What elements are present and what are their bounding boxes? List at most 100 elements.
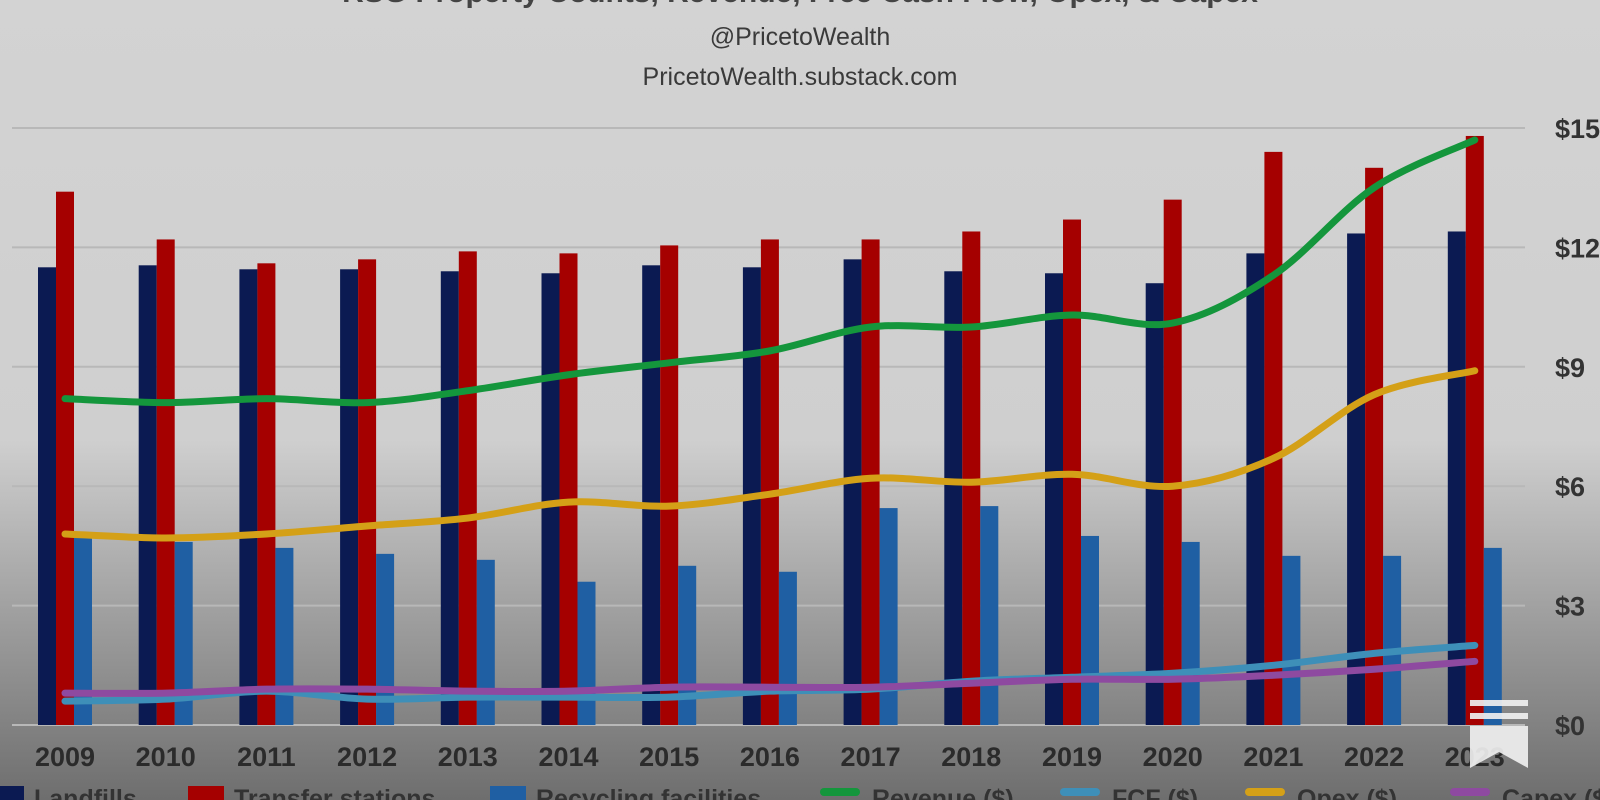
- x-tick-label: 2022: [1344, 742, 1404, 772]
- bar-transfer-stations-2023: [1465, 135, 1484, 725]
- bar-transfer-stations-2018: [962, 231, 981, 726]
- x-tick-label: 2011: [237, 742, 296, 772]
- x-tick-label: 2013: [438, 742, 498, 772]
- bar-recycling-facilities-2023: [1483, 547, 1502, 725]
- legend-swatch: [820, 788, 860, 796]
- bar-landfills-2023: [1447, 231, 1466, 726]
- legend-swatch: [1450, 788, 1490, 796]
- x-tick-label: 2020: [1143, 742, 1203, 772]
- x-tick-label: 2012: [337, 742, 397, 772]
- x-tick-label: 2018: [941, 742, 1001, 772]
- bar-recycling-facilities-2022: [1383, 555, 1402, 725]
- legend-swatch: [188, 786, 224, 800]
- line-revenue: [61, 136, 1479, 407]
- chart-subtitle-handle: @PricetoWealth: [710, 23, 891, 51]
- chart-titles: RSG Property Counts, Revenue, Free Cash …: [342, 0, 1258, 91]
- legend-label: Revenue ($): [872, 785, 1014, 800]
- bar-transfer-stations-2009: [56, 191, 74, 725]
- legend-item: Recycling facilities: [490, 785, 761, 800]
- legend-item: Opex ($): [1245, 785, 1397, 800]
- x-tick-label: 2019: [1042, 742, 1102, 772]
- y-tick-label: $0: [1555, 711, 1585, 741]
- legend-label: FCF ($): [1112, 785, 1198, 800]
- bar-recycling-facilities-2014: [577, 581, 596, 725]
- y-tick-label: $15: [1555, 114, 1600, 144]
- x-axis-ticks: 2009 2010 2011 2012 2013 2014 2015 2016 2017 2018…: [35, 742, 1505, 772]
- bar-landfills-2013: [440, 271, 459, 725]
- bar-recycling-facilities-2017: [879, 508, 898, 725]
- x-tick-label: 2009: [35, 742, 95, 772]
- bar-recycling-facilities-2019: [1081, 535, 1099, 725]
- legend-swatch: [0, 786, 24, 800]
- bar-transfer-stations-2016: [760, 239, 779, 725]
- bar-transfer-stations-2011: [257, 263, 276, 725]
- bar-recycling-facilities-2020: [1181, 541, 1200, 725]
- legend-item: Capex ($): [1450, 785, 1600, 800]
- x-tick-label: 2021: [1243, 742, 1303, 772]
- x-tick-label: 2017: [841, 742, 901, 772]
- bar-landfills-2018: [944, 271, 963, 725]
- y-axis-ticks: $0 $3 $6 $9 $12 $15: [1555, 114, 1600, 741]
- bar-recycling-facilities-2018: [980, 506, 999, 725]
- legend-item: FCF ($): [1060, 785, 1198, 800]
- legend-swatch: [490, 786, 526, 800]
- x-tick-label: 2016: [740, 742, 800, 772]
- bar-transfer-stations-2020: [1163, 199, 1182, 725]
- legend-label: Capex ($): [1502, 785, 1600, 800]
- legend: Landfills Transfer stations Recycling faci…: [0, 785, 1600, 800]
- bar-transfer-stations-2021: [1264, 151, 1283, 725]
- chart-title: RSG Property Counts, Revenue, Free Cash …: [342, 0, 1258, 9]
- bar-transfer-stations-2012: [358, 259, 377, 725]
- chart-subtitle-site: PricetoWealth.substack.com: [643, 63, 958, 91]
- line-capex: [61, 657, 1479, 697]
- bar-landfills-2019: [1045, 273, 1063, 725]
- bar-landfills-2009: [38, 267, 56, 725]
- y-tick-label: $12: [1555, 233, 1600, 263]
- bar-transfer-stations-2013: [458, 251, 477, 725]
- x-tick-label: 2010: [136, 742, 196, 772]
- bar-recycling-facilities-2013: [476, 559, 495, 725]
- bar-landfills-2017: [843, 259, 862, 725]
- legend-label: Landfills: [34, 785, 137, 800]
- bar-recycling-facilities-2010: [174, 541, 193, 725]
- bar-transfer-stations-2022: [1365, 167, 1384, 726]
- line-series: [61, 136, 1479, 705]
- legend-swatch: [1245, 788, 1285, 796]
- bar-recycling-facilities-2012: [376, 553, 395, 725]
- bar-transfer-stations-2017: [861, 239, 880, 725]
- x-tick-label: 2015: [639, 742, 699, 772]
- legend-item: Revenue ($): [820, 785, 1014, 800]
- legend-item: Landfills: [0, 785, 137, 800]
- y-tick-label: $6: [1555, 472, 1585, 502]
- bar-recycling-facilities-2021: [1282, 555, 1301, 725]
- legend-label: Recycling facilities: [536, 785, 761, 800]
- legend-label: Opex ($): [1297, 785, 1397, 800]
- y-tick-label: $9: [1555, 353, 1585, 383]
- bar-landfills-2011: [239, 269, 258, 725]
- bar-landfills-2014: [541, 273, 560, 725]
- bar-landfills-2020: [1145, 283, 1164, 725]
- legend-item: Transfer stations: [188, 785, 435, 800]
- line-fcf: [61, 641, 1479, 705]
- bar-recycling-facilities-2015: [678, 565, 697, 725]
- line-opex: [61, 367, 1479, 542]
- legend-label: Transfer stations: [234, 785, 435, 800]
- legend-swatch: [1060, 788, 1100, 796]
- bars: [38, 135, 1502, 726]
- bar-recycling-facilities-2016: [778, 571, 797, 725]
- bar-recycling-facilities-2009: [74, 537, 92, 725]
- bar-transfer-stations-2014: [559, 253, 578, 725]
- bar-transfer-stations-2015: [660, 245, 679, 725]
- bar-landfills-2015: [642, 265, 661, 725]
- substack-logo-icon: [1470, 700, 1528, 768]
- y-tick-label: $3: [1555, 592, 1585, 622]
- bar-landfills-2012: [340, 269, 359, 725]
- bar-landfills-2010: [138, 265, 157, 725]
- bar-recycling-facilities-2011: [275, 547, 294, 725]
- x-tick-label: 2014: [538, 742, 598, 772]
- bar-landfills-2022: [1347, 233, 1366, 725]
- bar-landfills-2021: [1246, 253, 1265, 725]
- bar-transfer-stations-2010: [156, 239, 175, 725]
